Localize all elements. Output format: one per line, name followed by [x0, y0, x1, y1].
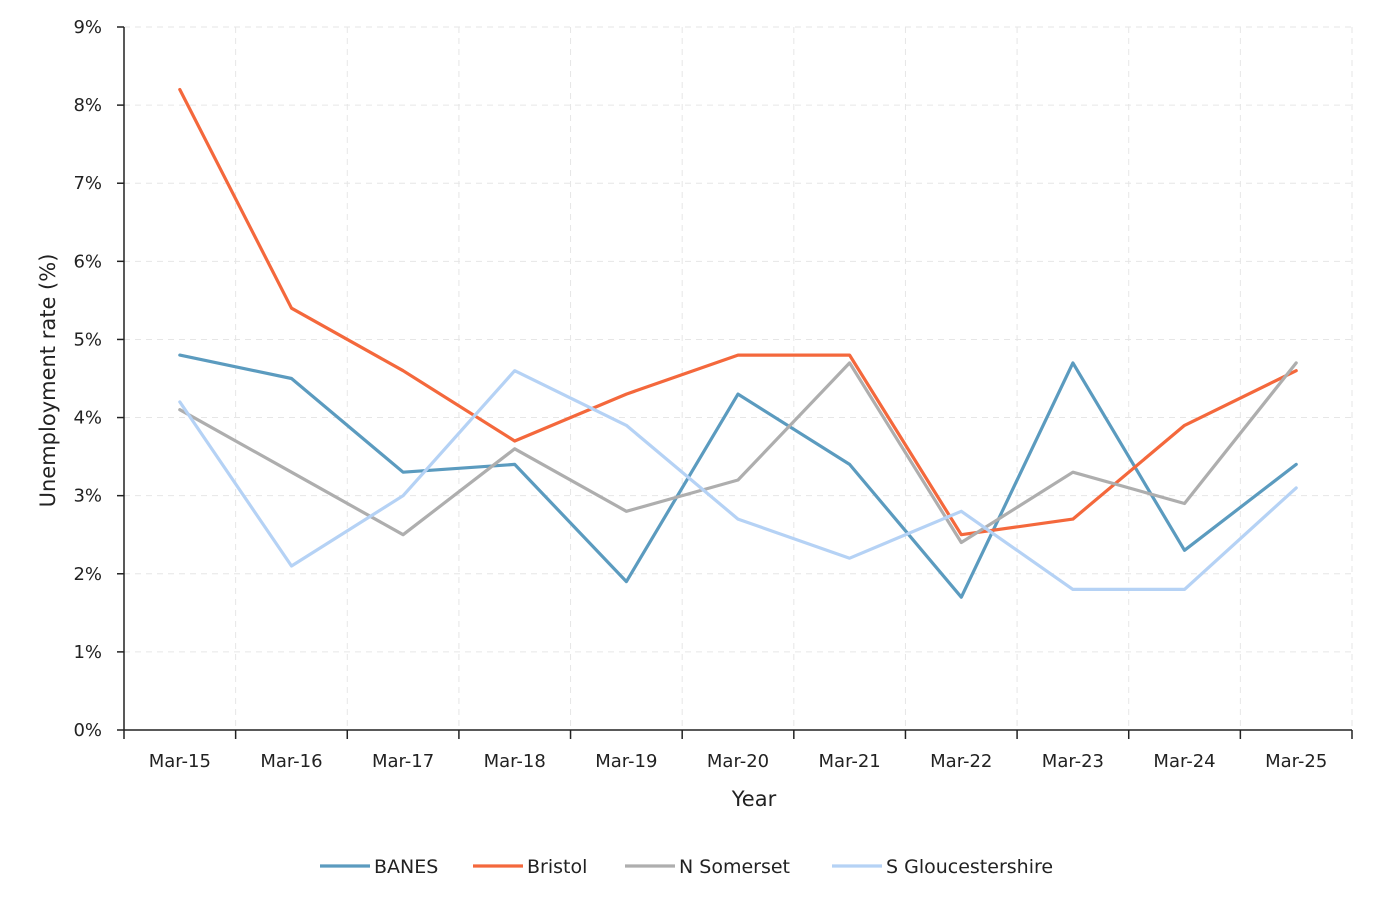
x-tick-label: Mar-22	[930, 751, 992, 772]
x-tick-label: Mar-18	[484, 751, 546, 772]
series-line-banes	[178, 353, 1298, 599]
gridlines	[124, 26, 1353, 730]
series-line-s-gloucestershire	[178, 369, 1298, 592]
legend-item-n-somerset: N Somerset	[625, 856, 790, 878]
legend-item-banes: BANES	[320, 856, 438, 878]
x-tick-label: Mar-17	[372, 751, 434, 772]
x-tick-label: Mar-16	[260, 751, 322, 772]
x-tick-labels: Mar-15 Mar-16 Mar-17 Mar-18 Mar-19 Mar-20 Mar-…	[123, 730, 1353, 772]
legend-label: BANES	[374, 856, 438, 878]
axes	[123, 27, 1352, 731]
y-tick-label: 9%	[73, 17, 102, 38]
y-tick-label: 7%	[73, 173, 102, 194]
y-tick-label: 6%	[73, 251, 102, 272]
x-axis-title: Year	[731, 787, 777, 811]
series-lines	[178, 87, 1298, 599]
y-tick-label: 3%	[73, 486, 102, 507]
legend-label: N Somerset	[679, 856, 790, 878]
x-tick-label: Mar-20	[707, 751, 769, 772]
legend-label: S Gloucestershire	[886, 856, 1053, 878]
legend-label: Bristol	[527, 856, 587, 878]
series-line-n-somerset	[178, 361, 1298, 545]
y-tick-labels: 0% 1% 2% 3% 4% 5% 6% 7% 8% 9%	[73, 17, 124, 741]
x-tick-label: Mar-19	[595, 751, 657, 772]
legend-item-s-gloucestershire: S Gloucestershire	[832, 856, 1053, 878]
x-tick-label: Mar-23	[1042, 751, 1104, 772]
x-tick-label: Mar-15	[149, 751, 211, 772]
legend: BANES Bristol N Somerset S Gloucestershire	[320, 856, 1053, 878]
y-tick-label: 1%	[73, 642, 102, 663]
y-tick-label: 2%	[73, 564, 102, 585]
y-tick-label: 0%	[73, 720, 102, 741]
y-tick-label: 4%	[73, 408, 102, 429]
y-tick-label: 5%	[73, 329, 102, 350]
x-tick-label: Mar-21	[819, 751, 881, 772]
y-axis-title: Unemployment rate (%)	[36, 254, 60, 508]
x-tick-label: Mar-24	[1153, 751, 1215, 772]
legend-item-bristol: Bristol	[473, 856, 587, 878]
series-line-bristol	[178, 87, 1298, 537]
x-tick-label: Mar-25	[1265, 751, 1327, 772]
y-tick-label: 8%	[73, 95, 102, 116]
